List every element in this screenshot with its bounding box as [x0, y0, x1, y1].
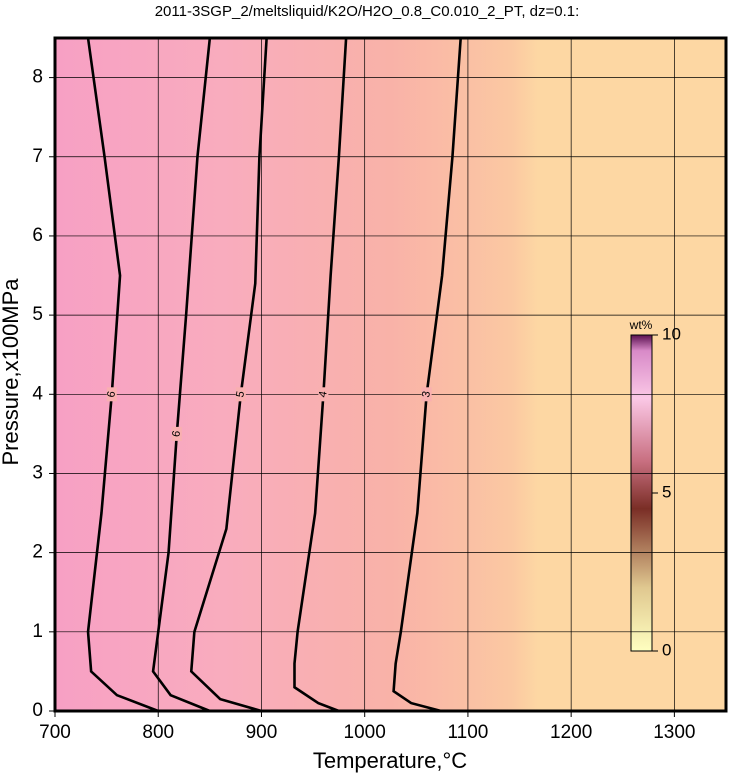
contour-label: 5	[234, 390, 247, 398]
x-tick-label: 1000	[344, 722, 386, 743]
colorbar	[630, 334, 653, 652]
contour-line	[189, 37, 268, 713]
plot-area	[55, 38, 726, 711]
y-tick-label: 5	[32, 304, 43, 325]
y-tick-label: 2	[32, 542, 43, 563]
x-tick-label: 900	[246, 722, 278, 743]
contour-line	[293, 37, 348, 713]
colorbar-tick-label: 0	[662, 640, 671, 659]
y-tick-label: 3	[32, 462, 43, 483]
y-tick-label: 8	[32, 67, 43, 88]
contour-label-bg	[171, 426, 182, 441]
x-tick-label: 1100	[447, 722, 488, 743]
contour-label-bg	[235, 387, 246, 402]
x-axis-label: Temperature,°C	[313, 748, 467, 773]
colorbar-tick-label: 5	[662, 482, 671, 501]
chart-title: 2011-3SGP_2/meltsliquid/K2O/H2O_0.8_C0.0…	[155, 3, 580, 20]
colorbar-tick-label: 10	[662, 324, 681, 343]
contour-label: 4	[317, 390, 330, 398]
contour-label: 6	[170, 430, 183, 438]
plot-frame	[53, 36, 728, 713]
x-tick-label: 800	[142, 722, 174, 743]
y-tick-label: 7	[32, 146, 43, 167]
contour-label-bg	[318, 387, 329, 402]
contour-label: 3	[420, 390, 433, 398]
y-axis-label: Pressure,x100MPa	[0, 278, 23, 466]
x-tick-label: 1200	[550, 722, 592, 743]
contour-line	[151, 37, 212, 713]
y-tick-label: 4	[32, 383, 43, 404]
contour-label-bg	[421, 387, 432, 402]
contour-label-bg	[106, 387, 117, 402]
contour-label: 6	[105, 390, 118, 398]
y-tick-label: 0	[32, 700, 43, 721]
colorbar-label: wt%	[629, 318, 653, 332]
x-tick-label: 1300	[653, 722, 695, 743]
y-tick-label: 6	[32, 225, 43, 246]
y-tick-label: 1	[32, 621, 43, 642]
contour-line	[392, 37, 462, 713]
x-tick-label: 700	[39, 722, 71, 743]
contour-line	[86, 37, 159, 713]
